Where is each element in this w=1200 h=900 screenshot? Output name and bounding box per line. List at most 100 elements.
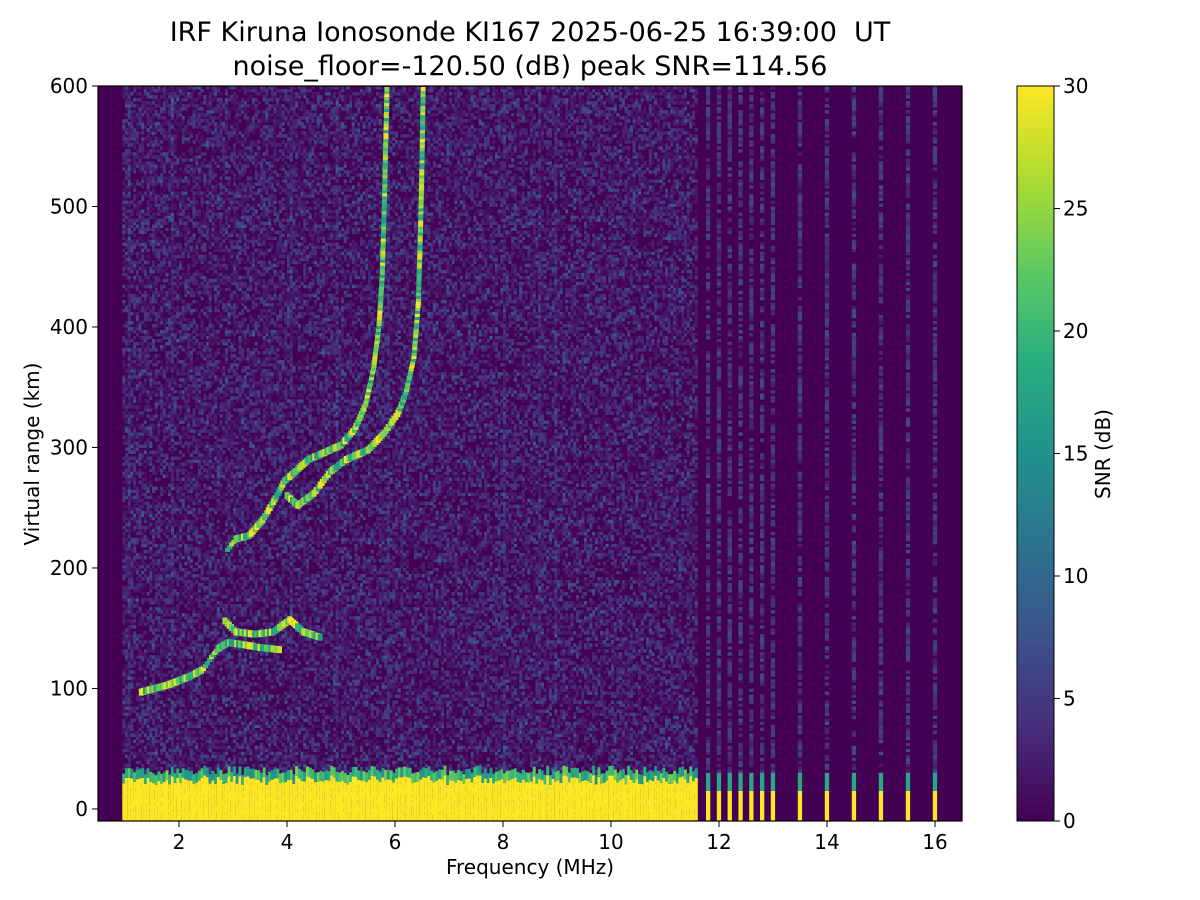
noise-cell <box>152 284 156 289</box>
noise-cell <box>127 336 131 340</box>
noise-cell <box>127 275 131 280</box>
noise-cell <box>160 667 164 671</box>
noise-cell <box>146 194 150 198</box>
noise-cell <box>170 504 174 509</box>
noise-cell <box>179 477 183 481</box>
noise-cell <box>160 760 164 765</box>
noise-cell <box>200 290 204 295</box>
noise-cell <box>135 583 139 587</box>
noise-cell <box>173 429 177 433</box>
noise-cell <box>189 733 193 737</box>
noise-cell <box>173 167 177 171</box>
noise-cell <box>125 363 129 367</box>
noise-cell <box>149 504 153 509</box>
noise-cell <box>168 628 172 632</box>
noise-cell <box>146 480 150 484</box>
noise-cell <box>133 513 137 518</box>
noise-cell <box>127 215 131 219</box>
noise-cell <box>179 89 183 93</box>
noise-cell <box>168 411 172 415</box>
noise-cell <box>206 372 210 376</box>
noise-cell <box>184 131 188 135</box>
noise-cell <box>195 86 199 90</box>
noise-cell <box>149 670 153 674</box>
noise-cell <box>130 158 134 162</box>
noise-cell <box>197 634 201 638</box>
noise-cell <box>170 655 174 659</box>
noise-cell <box>208 592 212 596</box>
noise-cell <box>154 450 158 454</box>
noise-cell <box>135 405 139 409</box>
noise-cell <box>152 414 156 418</box>
noise-cell <box>154 278 158 283</box>
noise-cell <box>146 510 150 515</box>
noise-cell <box>122 324 126 328</box>
noise-cell <box>154 212 158 216</box>
noise-cell <box>181 158 185 162</box>
noise-cell <box>141 357 145 361</box>
noise-cell <box>197 378 201 382</box>
noise-cell <box>130 757 134 762</box>
noise-cell <box>179 655 183 659</box>
noise-cell <box>149 718 153 722</box>
noise-cell <box>179 221 183 225</box>
noise-cell <box>152 179 156 183</box>
noise-cell <box>146 182 150 186</box>
noise-cell <box>154 760 158 765</box>
noise-cell <box>206 405 210 409</box>
noise-cell <box>176 296 180 301</box>
noise-cell <box>133 396 137 400</box>
noise-cell <box>170 510 174 515</box>
noise-cell <box>146 113 150 117</box>
noise-cell <box>152 242 156 246</box>
noise-cell <box>184 357 188 361</box>
noise-cell <box>206 676 210 680</box>
noise-cell <box>176 311 180 316</box>
noise-cell <box>187 290 191 295</box>
noise-cell <box>173 402 177 406</box>
noise-cell <box>160 155 164 159</box>
noise-cell <box>195 272 199 277</box>
noise-cell <box>125 610 129 614</box>
noise-cell <box>179 275 183 280</box>
noise-cell <box>154 224 158 228</box>
noise-cell <box>189 667 193 671</box>
noise-cell <box>168 287 172 292</box>
noise-cell <box>170 302 174 307</box>
noise-cell <box>143 161 147 165</box>
noise-cell <box>138 321 142 325</box>
noise-cell <box>200 634 204 638</box>
noise-cell <box>138 733 142 737</box>
noise-cell <box>189 333 193 337</box>
noise-cell <box>168 489 172 493</box>
noise-cell <box>165 619 169 623</box>
noise-cell <box>141 555 145 560</box>
noise-cell <box>195 700 199 704</box>
noise-cell <box>149 209 153 213</box>
noise-cell <box>127 438 131 442</box>
noise-cell <box>152 697 156 701</box>
noise-cell <box>189 598 193 602</box>
noise-cell <box>162 333 166 337</box>
noise-cell <box>176 604 180 608</box>
noise-cell <box>149 715 153 719</box>
noise-cell <box>141 393 145 397</box>
noise-cell <box>160 598 164 602</box>
noise-cell <box>195 540 199 545</box>
noise-cell <box>165 396 169 400</box>
noise-cell <box>160 348 164 352</box>
noise-cell <box>130 257 134 262</box>
noise-cell <box>170 396 174 400</box>
noise-cell <box>157 86 161 90</box>
noise-cell <box>154 426 158 430</box>
noise-cell <box>152 342 156 346</box>
noise-cell <box>208 583 212 587</box>
noise-cell <box>195 447 199 451</box>
noise-cell <box>176 197 180 201</box>
noise-cell <box>138 360 142 364</box>
noise-cell <box>168 197 172 201</box>
noise-cell <box>149 149 153 153</box>
noise-cell <box>162 305 166 310</box>
noise-cell <box>130 414 134 418</box>
noise-cell <box>135 595 139 599</box>
